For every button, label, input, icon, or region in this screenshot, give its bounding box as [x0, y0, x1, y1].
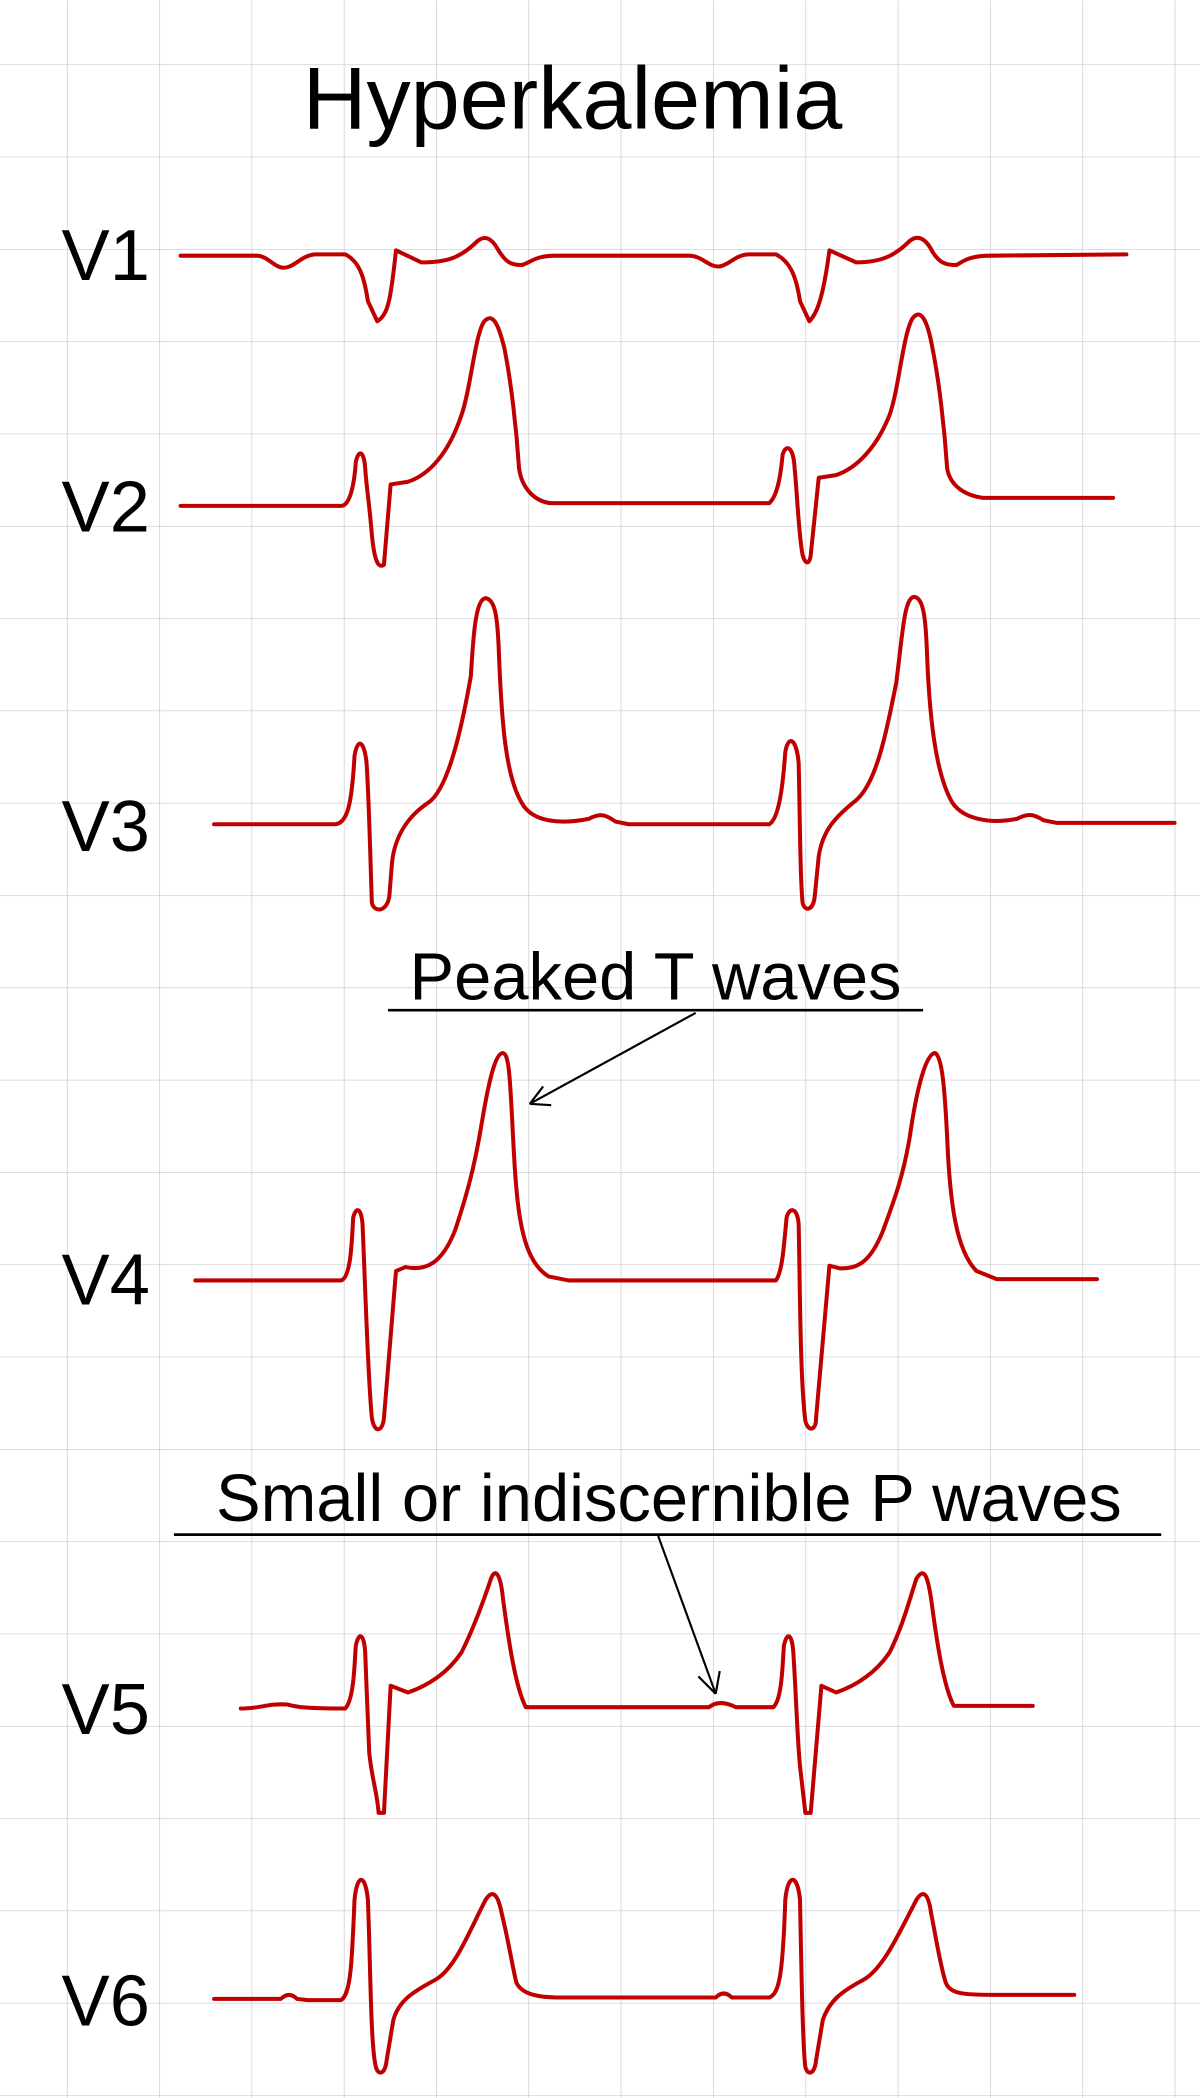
arrow: [657, 1535, 721, 1695]
ecg-trace: [212, 594, 1177, 912]
ecg-trace: [178, 235, 1129, 324]
ecg-trace: [178, 312, 1116, 568]
ecg-trace: [238, 1571, 1035, 1815]
ecg-trace: [193, 1051, 1099, 1432]
lead-label: V1: [62, 216, 150, 296]
title: Hyperkalemia: [303, 49, 844, 148]
ecg-trace: [212, 1877, 1077, 2075]
annotation: Small or indiscernible P waves: [216, 1461, 1122, 1536]
lead-label: V3: [62, 787, 150, 867]
annotation: Peaked T waves: [410, 940, 902, 1015]
lead-label: V2: [62, 467, 150, 547]
lead-label: V4: [62, 1241, 150, 1321]
lead-label: V5: [62, 1670, 150, 1750]
arrow: [528, 1011, 697, 1107]
lead-label: V6: [62, 1962, 150, 2042]
